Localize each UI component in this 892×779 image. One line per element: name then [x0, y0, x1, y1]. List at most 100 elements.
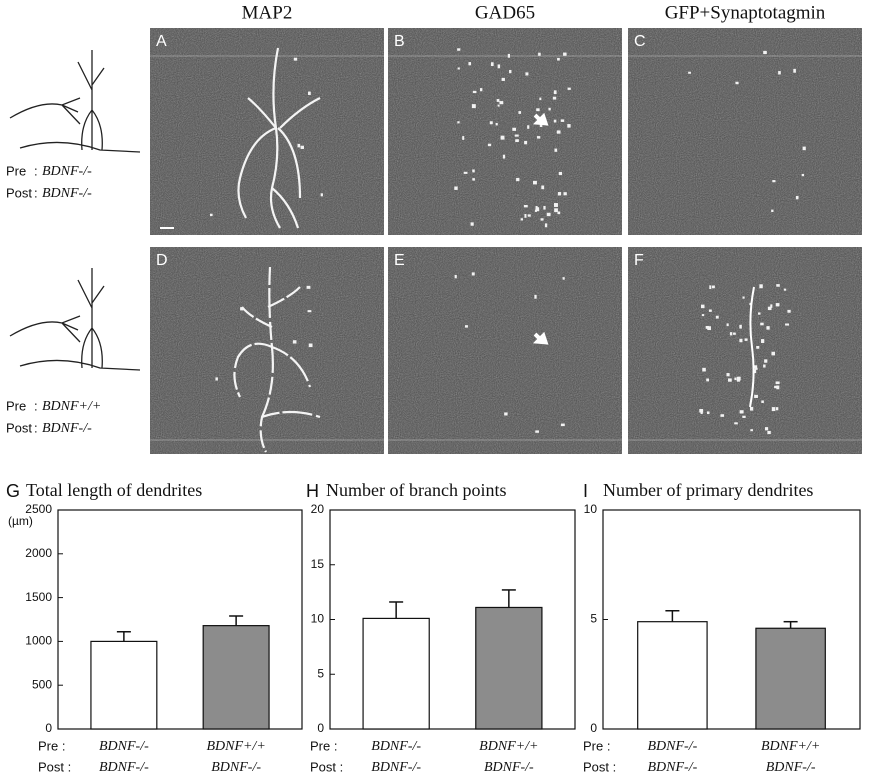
puncta [534, 294, 537, 299]
puncta [527, 125, 530, 129]
dendrites [233, 266, 321, 453]
puncta [554, 208, 558, 213]
puncta [520, 218, 523, 221]
puncta [771, 351, 776, 356]
y-tick-label: 0 [317, 721, 324, 735]
puncta [776, 385, 780, 390]
puncta [536, 108, 540, 112]
x-tick-label: BDNF-/- [648, 739, 698, 754]
puncta [764, 359, 768, 363]
y-tick-label: 20 [311, 502, 325, 516]
puncta [308, 91, 311, 95]
post-genotype: BDNF-/- [42, 421, 92, 436]
puncta [749, 406, 754, 411]
puncta [539, 123, 543, 127]
post-label: Post [6, 185, 32, 200]
pre-genotype: BDNF+/+ [42, 399, 101, 414]
chart-title: Number of primary dendrites [603, 480, 813, 500]
x-tick-label: BDNF-/- [99, 760, 149, 775]
micrograph: D [150, 247, 384, 454]
puncta [472, 178, 475, 181]
panel-letter: D [156, 252, 168, 269]
micrograph-noise [388, 247, 622, 454]
puncta [297, 143, 301, 148]
panel-letter: C [634, 33, 646, 50]
puncta [705, 325, 709, 329]
y-tick-label: 500 [32, 677, 52, 691]
puncta [567, 87, 571, 90]
puncta [509, 69, 512, 74]
x-tick-label: BDNF-/- [766, 760, 816, 775]
puncta [785, 323, 790, 326]
puncta [320, 193, 323, 197]
puncta [470, 222, 474, 226]
puncta [553, 119, 557, 123]
puncta [468, 62, 472, 66]
pre-genotype: BDNF-/- [42, 164, 92, 179]
puncta [552, 96, 557, 100]
puncta [700, 411, 703, 414]
puncta [457, 67, 460, 70]
gfp-process [749, 286, 755, 408]
puncta [750, 429, 753, 432]
puncta [553, 90, 557, 95]
puncta [793, 68, 796, 73]
puncta [539, 97, 542, 101]
row-label: Post : [583, 759, 616, 774]
puncta [463, 171, 468, 174]
puncta [546, 212, 551, 217]
puncta [761, 339, 765, 344]
y-tick-label: 2500 [25, 502, 52, 516]
puncta [739, 338, 743, 343]
bar [475, 606, 543, 730]
puncta [306, 285, 311, 289]
post-label: Post [6, 420, 32, 435]
puncta [775, 381, 780, 385]
arrow [532, 112, 549, 126]
bar-chart: I Number of primary dendrites 0 5 10 Pre : Pos… [583, 480, 861, 775]
arrow [532, 331, 549, 345]
puncta [240, 307, 244, 311]
puncta [734, 422, 738, 425]
puncta [775, 303, 780, 307]
puncta [776, 284, 780, 287]
row-label: Pre : [310, 738, 337, 753]
y-tick-label: 10 [584, 502, 598, 516]
puncta [548, 107, 551, 111]
x-tick-label: BDNF+/+ [479, 739, 538, 754]
puncta [562, 277, 565, 280]
puncta [524, 140, 528, 145]
micrograph-noise [628, 28, 862, 235]
puncta [733, 332, 736, 335]
puncta [757, 312, 761, 315]
puncta [557, 211, 561, 215]
row-label: Pre : [583, 738, 610, 753]
post-genotype: BDNF-/- [42, 186, 92, 201]
column-header: GFP+Synaptotagmin [665, 2, 826, 23]
bar-chart: H Number of branch points 0 5 10 15 20 Pre : Pos… [306, 480, 576, 775]
colon: : [34, 420, 38, 435]
pre-label: Pre [6, 163, 26, 178]
puncta [801, 173, 805, 177]
puncta [523, 204, 528, 208]
puncta [557, 192, 562, 196]
puncta [763, 364, 766, 368]
chart-letter: I [583, 481, 588, 501]
puncta [536, 136, 541, 139]
puncta [770, 304, 773, 308]
charts: G Total length of dendrites(µm)0500100015… [6, 480, 861, 775]
puncta [728, 378, 732, 382]
puncta [535, 430, 539, 433]
puncta [490, 62, 494, 67]
puncta [300, 145, 304, 149]
column-header: GAD65 [475, 2, 535, 23]
puncta [560, 119, 565, 122]
colon: : [34, 163, 38, 178]
panel-letter: A [156, 33, 167, 50]
puncta [462, 136, 465, 140]
micrograph: E [388, 247, 622, 454]
puncta [708, 309, 712, 312]
puncta [307, 310, 312, 313]
puncta [778, 71, 781, 75]
puncta [557, 57, 560, 61]
